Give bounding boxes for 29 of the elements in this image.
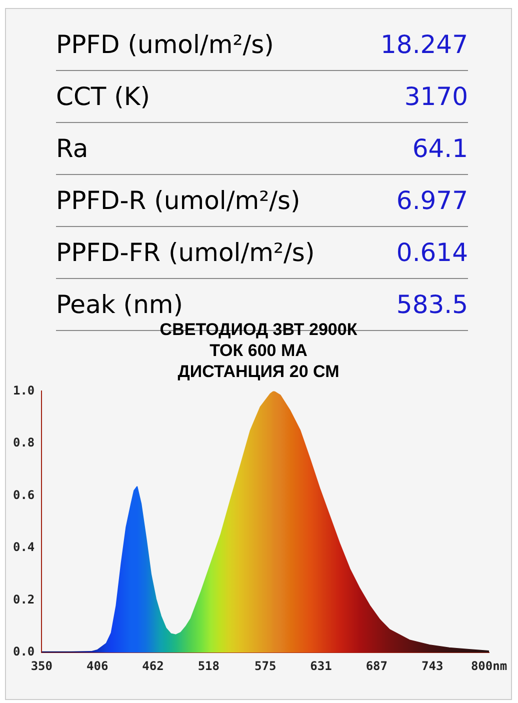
x-tick-label: 800nm — [470, 658, 508, 673]
x-tick-label: 518 — [198, 658, 220, 673]
x-tick-label: 406 — [86, 658, 108, 673]
text: PPFD-R (umol/m²/s) — [56, 186, 300, 215]
x-tick-label: 575 — [254, 658, 276, 673]
x-tick-label: 687 — [366, 658, 388, 673]
x-tick-label: 350 — [30, 658, 53, 673]
y-tick-label: 0.8 — [12, 436, 35, 450]
text: 0.614 — [396, 238, 468, 267]
chart-subtitle: ТОК 600 МА ДИСТАНЦИЯ 20 СМ — [176, 340, 340, 382]
text: 3170 — [404, 82, 468, 111]
x-tick-label: 743 — [421, 658, 444, 673]
x-tick-label: 462 — [142, 658, 164, 673]
text: 6.977 — [396, 186, 468, 215]
y-tick-label: 0.2 — [12, 592, 35, 606]
x-tick-label: 631 — [310, 658, 332, 673]
y-tick-label: 0.6 — [12, 488, 35, 502]
text: 18.247 — [380, 30, 468, 59]
text: 583.5 — [396, 290, 468, 319]
y-tick-label: 1.0 — [12, 383, 35, 398]
text: Ra — [56, 134, 88, 163]
text: PPFD (umol/m²/s) — [56, 30, 274, 59]
y-tick-label: 0.4 — [12, 540, 35, 554]
y-tick-label: 0.0 — [12, 644, 35, 659]
chart-title: СВЕТОДИОД 3ВТ 2900К — [158, 319, 358, 340]
text: 64.1 — [412, 134, 468, 163]
text: PPFD-FR (umol/m²/s) — [56, 238, 315, 267]
text: Peak (nm) — [56, 290, 184, 319]
text: CCT (K) — [56, 82, 150, 111]
